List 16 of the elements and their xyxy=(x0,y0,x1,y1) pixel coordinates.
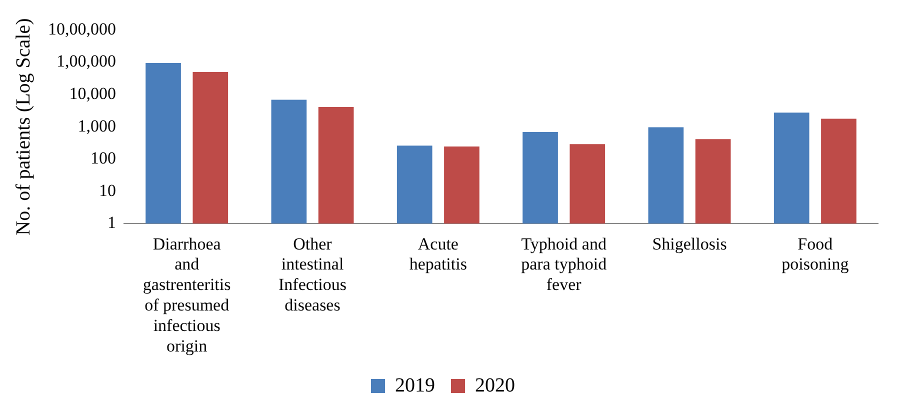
x-tick-label: Food poisoning xyxy=(782,234,850,274)
x-tick-label: Typhoid and para typhoid fever xyxy=(521,234,608,294)
y-tick-label: 10 xyxy=(99,180,116,200)
y-tick-label: 10,000 xyxy=(69,84,116,103)
y-tick-label: 1,000 xyxy=(78,116,116,136)
y-axis-title: No. of patients (Log Scale) xyxy=(12,18,34,236)
legend-label: 2019 xyxy=(395,374,435,396)
x-tick-label: Acute hepatitis xyxy=(409,234,467,274)
x-tick-label: Shigellosis xyxy=(652,234,727,254)
legend-label: 2020 xyxy=(475,374,515,396)
y-tick-label: 1 xyxy=(108,213,116,232)
x-tick-label: Other intestinal Infectious diseases xyxy=(278,234,346,314)
x-tick-label: Diarrhoea and gastrenteritis of presumed infectious origin xyxy=(142,234,231,356)
y-tick-label: 10,00,000 xyxy=(48,19,116,38)
y-tick-label: 1,00,000 xyxy=(56,52,116,71)
y-tick-label: 100 xyxy=(90,148,116,168)
